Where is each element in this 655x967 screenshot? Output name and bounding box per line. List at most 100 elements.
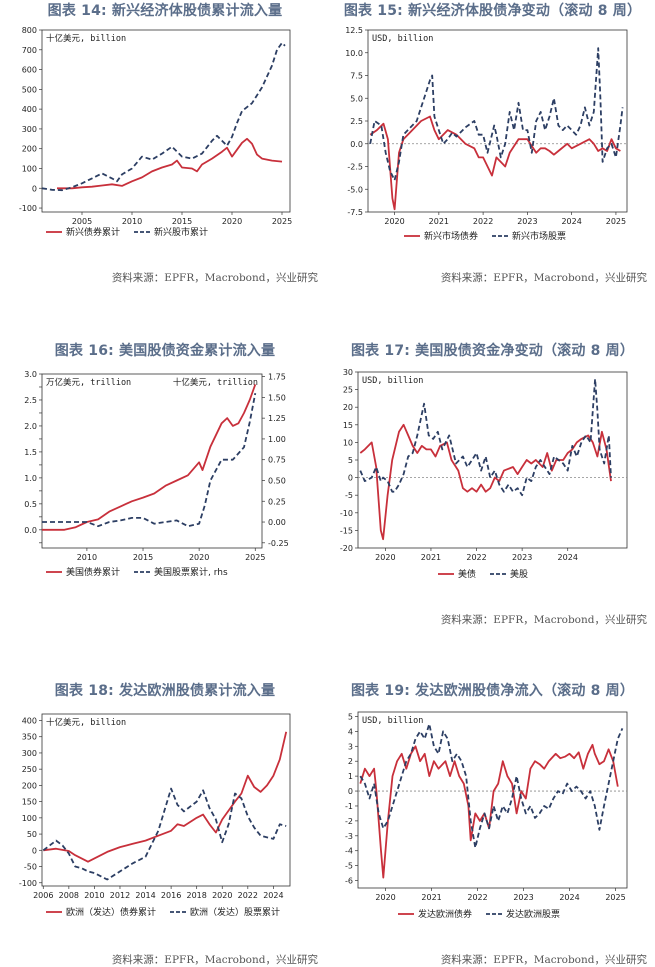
chart-source: 资料来源：EPFR，Macrobond，兴业研究 xyxy=(440,272,647,284)
legend-label-1: 发达欧洲债券 xyxy=(418,908,472,920)
x-tick-label: 2024 xyxy=(263,891,283,900)
chart-title: 图表 14: 新兴经济体股债累计流入量 xyxy=(47,3,283,19)
chart-panel-15: 图表 15: 新兴经济体股债净变动（滚动 8 周） -7.5 -5.0 -2.5 0.… xyxy=(330,0,655,290)
y-tick-label: -50 xyxy=(24,863,37,872)
y-tick-label: 0.5 xyxy=(24,500,37,509)
x-tick-label: 2025 xyxy=(272,217,292,226)
x-tick-label: 2020 xyxy=(384,217,404,226)
chart-17-svg: -20 -15 -10 -5 0 5 10 15 20 25 30 2020 2021 2022 2023 2… xyxy=(340,368,628,580)
y-tick-label: 400 xyxy=(22,105,37,114)
y2-tick-label: -0.25 xyxy=(268,539,289,548)
series-line-2 xyxy=(42,787,287,881)
unit-label: 十亿美元, billion xyxy=(46,33,126,44)
y-tick-label: -5 xyxy=(345,862,353,871)
plot-frame xyxy=(367,29,628,213)
chart-panel-16: 图表 16: 美国股债资金累计流入量 0.0 0.5 1.0 1.5 2.0 2.5 3.0… xyxy=(0,340,330,630)
y2-tick-label: 0.25 xyxy=(268,497,286,506)
series-line-2 xyxy=(369,47,624,182)
series-line-1 xyxy=(359,743,619,879)
y-tick-label: 15 xyxy=(343,421,353,430)
y-tick-label: 0 xyxy=(32,184,37,193)
x-tick-label: 2021 xyxy=(421,893,441,902)
y-tick-label: -2 xyxy=(345,817,353,826)
x-tick-label: 2020 xyxy=(375,893,395,902)
y-tick-label: 0 xyxy=(32,846,37,855)
y-tick-label: 10.0 xyxy=(345,49,363,58)
x-tick-label: 2015 xyxy=(172,217,192,226)
y-tick-label: -20 xyxy=(340,544,353,553)
y-tick-label: 100 xyxy=(22,164,37,173)
y-tick-label: -5.0 xyxy=(347,185,363,194)
chart-14-svg: -100 0 100 200 300 400 500 600 700 800 2005 2010 201… xyxy=(19,26,292,238)
y2-tick-label: 1.25 xyxy=(268,414,286,423)
y-tick-label: 0.0 xyxy=(24,526,37,535)
legend-label-1: 美国债券累计 xyxy=(66,566,120,578)
chart-panel-14: 图表 14: 新兴经济体股债累计流入量 -100 0 100 200 300 400 500… xyxy=(0,0,330,290)
y-tick-label: 10 xyxy=(343,438,353,447)
y-tick-label: 0 xyxy=(348,474,353,483)
y-tick-label: 800 xyxy=(22,26,37,35)
x-tick-label: 2024 xyxy=(558,553,578,562)
x-tick-label: 2010 xyxy=(84,891,104,900)
series-line-1 xyxy=(42,384,257,531)
chart-source: 资料来源：EPFR，Macrobond，兴业研究 xyxy=(111,272,318,284)
chart-source: 资料来源：EPFR，Macrobond，兴业研究 xyxy=(111,954,318,966)
legend-label-2: 美国股票累计, rhs xyxy=(154,566,228,578)
x-tick-label: 2012 xyxy=(110,891,130,900)
y-tick-label: -7.5 xyxy=(347,208,363,217)
x-tick-label: 2023 xyxy=(512,553,532,562)
y2-tick-label: 1.00 xyxy=(268,435,286,444)
chart-18-svg: -100 -50 0 50 100 150 200 250 300 350 400 2006 2008 2… xyxy=(19,713,291,918)
y-tick-label: 300 xyxy=(22,749,37,758)
legend-label-2: 新兴股市累计 xyxy=(154,226,208,238)
plot-frame xyxy=(41,29,291,213)
x-tick-label: 2008 xyxy=(59,891,79,900)
x-tick-label: 2021 xyxy=(429,217,449,226)
y-tick-label: 500 xyxy=(22,85,37,94)
legend-label-1: 新兴债券累计 xyxy=(66,226,120,238)
x-tick-label: 2010 xyxy=(77,553,97,562)
x-tick-label: 2023 xyxy=(513,893,533,902)
y2-tick-label: 0.75 xyxy=(268,456,286,465)
x-tick-label: 2023 xyxy=(517,217,537,226)
series-line-1 xyxy=(43,731,288,863)
y2-tick-label: 0.00 xyxy=(268,518,286,527)
series-line-1 xyxy=(369,115,621,211)
chart-19-svg: -6 -5 -4 -3 -2 -1 0 1 2 3 4 5 2020 2021 2022 2023 2024 20… xyxy=(345,711,628,920)
legend-label-2: 新兴市场股票 xyxy=(512,230,566,242)
y-tick-label: -100 xyxy=(19,879,37,888)
y-tick-label: 7.5 xyxy=(350,72,363,81)
x-tick-label: 2022 xyxy=(238,891,258,900)
y-tick-label: 5 xyxy=(348,712,353,721)
x-tick-label: 2016 xyxy=(161,891,181,900)
x-tick-label: 2022 xyxy=(467,893,487,902)
chart-panel-17: 图表 17: 美国股债资金净变动（滚动 8 周） -20 -15 -10 -5 0 5 10… xyxy=(330,340,655,630)
x-tick-label: 2025 xyxy=(245,553,265,562)
y-tick-label: 600 xyxy=(22,66,37,75)
y-tick-label: -100 xyxy=(19,204,37,213)
x-tick-label: 2024 xyxy=(561,217,581,226)
y-tick-label: -1 xyxy=(345,802,353,811)
chart-source: 资料来源：EPFR，Macrobond，兴业研究 xyxy=(440,954,647,966)
x-tick-label: 2006 xyxy=(33,891,53,900)
y-tick-label: 0 xyxy=(348,787,353,796)
chart-source: 资料来源：EPFR，Macrobond，兴业研究 xyxy=(440,614,647,626)
unit-label-right: 十亿美元, trillion xyxy=(173,377,258,388)
y-tick-label: 1 xyxy=(348,772,353,781)
x-tick-label: 2020 xyxy=(212,891,232,900)
x-tick-label: 2025 xyxy=(606,217,626,226)
y-tick-label: 20 xyxy=(343,403,353,412)
y-tick-label: 250 xyxy=(22,765,37,774)
chart-15-svg: -7.5 -5.0 -2.5 0.0 2.5 5.0 7.5 10.0 12.5 2020 2021… xyxy=(345,26,628,242)
x-tick-label: 2022 xyxy=(466,553,486,562)
chart-title: 图表 18: 发达欧洲股债累计流入量 xyxy=(54,683,276,699)
chart-panel-18: 图表 18: 发达欧洲股债累计流入量 -100 -50 0 50 100 150 200 25… xyxy=(0,680,330,967)
y-tick-label: 50 xyxy=(27,830,37,839)
x-tick-label: 2022 xyxy=(473,217,493,226)
unit-label: USD, billion xyxy=(362,376,423,386)
series-line-1 xyxy=(57,137,283,190)
y2-tick-label: 0.50 xyxy=(268,476,286,485)
y-tick-label: 5 xyxy=(348,456,353,465)
y-tick-label: 3 xyxy=(348,742,353,751)
y-tick-label: 200 xyxy=(22,145,37,154)
